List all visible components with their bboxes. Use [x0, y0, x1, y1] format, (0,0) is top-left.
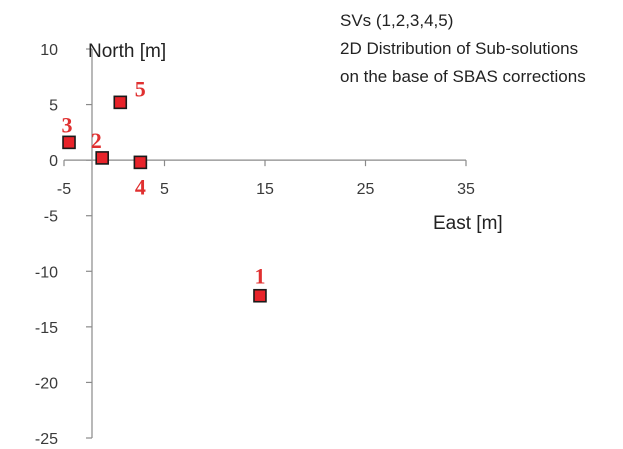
y-tick-label: -5: [44, 209, 58, 226]
x-axis-title: East [m]: [433, 213, 503, 234]
data-point-marker-1: [253, 288, 267, 303]
data-point-marker-4: [133, 155, 148, 170]
data-point-label-2: 2: [91, 128, 102, 153]
axes: [63, 48, 467, 439]
x-tick-label: -5: [57, 181, 71, 198]
y-tick-label: 10: [40, 42, 58, 59]
y-tick-label: 5: [49, 98, 58, 115]
x-tick-label: 25: [357, 181, 375, 198]
data-point-marker-3: [62, 135, 76, 150]
y-tick-label: 0: [49, 153, 58, 170]
y-tick-label: -20: [35, 375, 58, 392]
x-tick-label: 5: [160, 181, 169, 198]
y-tick-label: -10: [35, 264, 58, 281]
x-tick-label: 15: [256, 181, 274, 198]
annotation: SVs (1,2,3,4,5) 2D Distribution of Sub-s…: [340, 11, 586, 86]
annotation-line-3: on the base of SBAS corrections: [340, 67, 586, 86]
annotation-line-1: SVs (1,2,3,4,5): [340, 11, 453, 30]
data-point-marker-2: [95, 151, 109, 165]
data-point-label-1: 1: [254, 264, 265, 289]
x-tick-label: 35: [457, 181, 475, 198]
data-point-label-5: 5: [135, 76, 146, 101]
data-point-label-3: 3: [62, 112, 73, 137]
y-tick-label: -15: [35, 320, 58, 337]
y-axis-title: North [m]: [88, 41, 166, 62]
data-point-label-4: 4: [135, 174, 146, 199]
data-point-marker-5: [113, 95, 128, 110]
y-tick-label: -25: [35, 431, 58, 448]
annotation-line-2: 2D Distribution of Sub-solutions: [340, 39, 578, 58]
